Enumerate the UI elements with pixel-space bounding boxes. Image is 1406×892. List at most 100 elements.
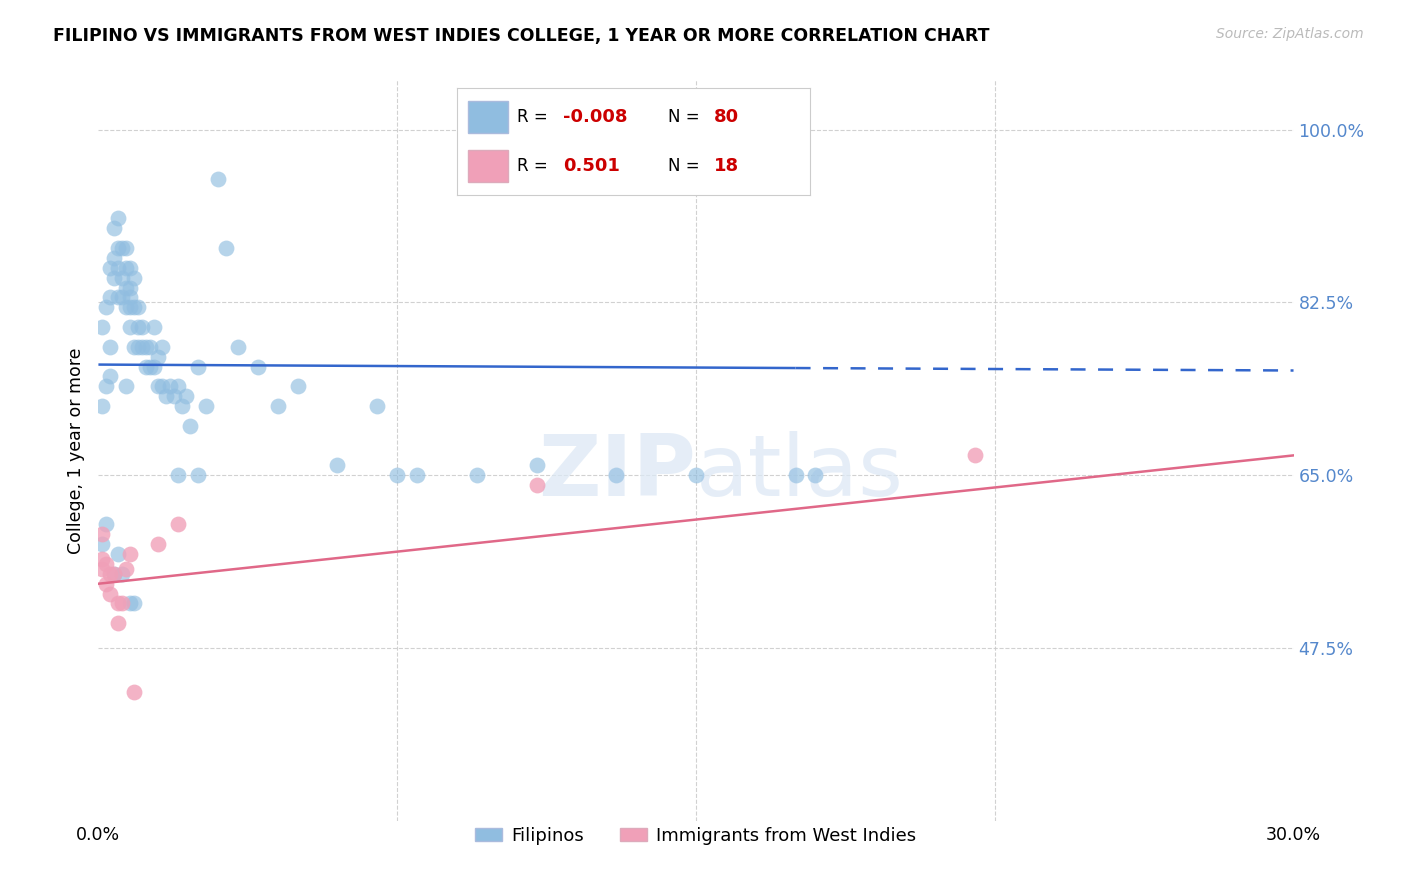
- Point: [148, 379, 170, 393]
- Point: [98, 290, 122, 304]
- Point: [111, 270, 134, 285]
- Point: [120, 597, 142, 611]
- Point: [287, 379, 309, 393]
- Point: [124, 270, 146, 285]
- Point: [804, 468, 827, 483]
- Point: [124, 685, 146, 699]
- Point: [115, 301, 138, 315]
- Point: [127, 320, 149, 334]
- Point: [605, 468, 627, 483]
- Point: [107, 597, 129, 611]
- Point: [179, 418, 201, 433]
- Point: [96, 557, 118, 571]
- Point: [167, 379, 190, 393]
- Point: [131, 320, 153, 334]
- Point: [207, 172, 229, 186]
- Point: [98, 260, 122, 275]
- Point: [115, 260, 138, 275]
- Point: [120, 290, 142, 304]
- Point: [963, 449, 986, 463]
- Point: [127, 301, 149, 315]
- Point: [163, 389, 186, 403]
- Point: [174, 389, 197, 403]
- Point: [187, 468, 209, 483]
- Text: FILIPINO VS IMMIGRANTS FROM WEST INDIES COLLEGE, 1 YEAR OR MORE CORRELATION CHAR: FILIPINO VS IMMIGRANTS FROM WEST INDIES …: [53, 27, 990, 45]
- Point: [155, 389, 177, 403]
- Point: [120, 280, 142, 294]
- Point: [103, 221, 125, 235]
- Point: [127, 340, 149, 354]
- Point: [98, 586, 122, 600]
- Point: [526, 458, 548, 473]
- Point: [107, 547, 129, 561]
- Point: [159, 379, 181, 393]
- Point: [96, 517, 118, 532]
- Text: Source: ZipAtlas.com: Source: ZipAtlas.com: [1216, 27, 1364, 41]
- Point: [103, 566, 125, 581]
- Point: [107, 616, 129, 631]
- Text: ZIP: ZIP: [538, 431, 696, 514]
- Point: [111, 241, 134, 255]
- Point: [111, 566, 134, 581]
- Point: [103, 251, 125, 265]
- Point: [115, 379, 138, 393]
- Point: [366, 399, 388, 413]
- Point: [685, 468, 707, 483]
- Point: [103, 566, 125, 581]
- Point: [246, 359, 269, 374]
- Y-axis label: College, 1 year or more: College, 1 year or more: [66, 347, 84, 554]
- Point: [135, 340, 157, 354]
- Point: [98, 566, 122, 581]
- Point: [167, 468, 190, 483]
- Point: [96, 379, 118, 393]
- Point: [91, 552, 114, 566]
- Point: [91, 320, 114, 334]
- Point: [195, 399, 218, 413]
- Point: [226, 340, 249, 354]
- Point: [103, 270, 125, 285]
- Point: [115, 280, 138, 294]
- Point: [98, 369, 122, 384]
- Point: [135, 359, 157, 374]
- Point: [148, 350, 170, 364]
- Point: [91, 527, 114, 541]
- Point: [385, 468, 409, 483]
- Point: [107, 260, 129, 275]
- Point: [111, 290, 134, 304]
- Legend: Filipinos, Immigrants from West Indies: Filipinos, Immigrants from West Indies: [468, 820, 924, 853]
- Point: [124, 301, 146, 315]
- Point: [465, 468, 488, 483]
- Point: [172, 399, 194, 413]
- Text: atlas: atlas: [696, 431, 904, 514]
- Point: [120, 301, 142, 315]
- Point: [406, 468, 429, 483]
- Point: [139, 340, 162, 354]
- Point: [107, 290, 129, 304]
- Point: [326, 458, 349, 473]
- Point: [111, 597, 134, 611]
- Point: [120, 547, 142, 561]
- Point: [91, 562, 114, 576]
- Point: [215, 241, 238, 255]
- Point: [148, 537, 170, 551]
- Point: [150, 340, 173, 354]
- Point: [785, 468, 807, 483]
- Point: [267, 399, 290, 413]
- Point: [96, 576, 118, 591]
- Point: [139, 359, 162, 374]
- Point: [120, 260, 142, 275]
- Point: [107, 211, 129, 226]
- Point: [143, 359, 166, 374]
- Point: [526, 478, 548, 492]
- Point: [91, 537, 114, 551]
- Point: [115, 241, 138, 255]
- Point: [167, 517, 190, 532]
- Point: [96, 301, 118, 315]
- Point: [107, 241, 129, 255]
- Point: [143, 320, 166, 334]
- Point: [91, 399, 114, 413]
- Point: [150, 379, 173, 393]
- Point: [124, 597, 146, 611]
- Point: [187, 359, 209, 374]
- Point: [124, 340, 146, 354]
